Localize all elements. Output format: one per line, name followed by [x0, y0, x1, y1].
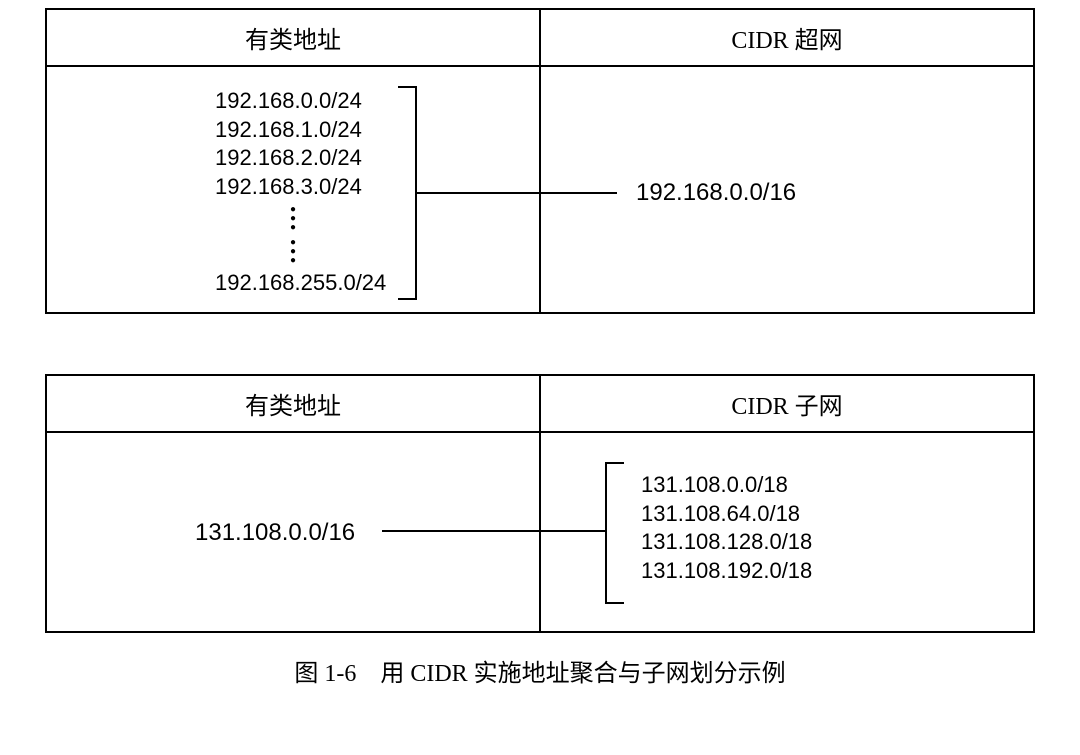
addr-item: 192.168.2.0/24: [215, 144, 362, 173]
figure-caption: 图 1-6 用 CIDR 实施地址聚合与子网划分示例: [45, 633, 1035, 688]
addr-item: 192.168.1.0/24: [215, 116, 362, 145]
subnet-left-cell: 131.108.0.0/16: [47, 433, 541, 631]
header-classful-1: 有类地址: [47, 10, 541, 65]
subnet-right-cell: 131.108.0.0/18 131.108.64.0/18 131.108.1…: [541, 433, 1033, 631]
subnet-table: 有类地址 CIDR 子网 131.108.0.0/16 131.108.0.0/…: [45, 374, 1035, 633]
vertical-ellipsis: ●●● ●●●: [290, 205, 296, 265]
header-cidr-supernet: CIDR 超网: [541, 10, 1033, 65]
classful-address-list: 192.168.0.0/24 192.168.1.0/24 192.168.2.…: [215, 87, 362, 201]
supernet-table: 有类地址 CIDR 超网 192.168.0.0/24 192.168.1.0/…: [45, 8, 1035, 314]
classful-single-address: 131.108.0.0/16: [195, 519, 355, 547]
supernet-table-body: 192.168.0.0/24 192.168.1.0/24 192.168.2.…: [47, 67, 1033, 312]
addr-item-last: 192.168.255.0/24: [215, 269, 386, 298]
supernet-table-header: 有类地址 CIDR 超网: [47, 10, 1033, 67]
subnet-item: 131.108.192.0/18: [641, 557, 812, 586]
supernet-right-cell: 192.168.0.0/16: [541, 67, 1033, 312]
table-gap: [45, 314, 1035, 374]
subnet-item: 131.108.128.0/18: [641, 528, 812, 557]
supernet-address: 192.168.0.0/16: [636, 179, 796, 207]
subnet-table-body: 131.108.0.0/16 131.108.0.0/18 131.108.64…: [47, 433, 1033, 631]
header-cidr-subnet: CIDR 子网: [541, 376, 1033, 431]
header-classful-2: 有类地址: [47, 376, 541, 431]
addr-item: 192.168.0.0/24: [215, 87, 362, 116]
subnet-address-list: 131.108.0.0/18 131.108.64.0/18 131.108.1…: [641, 471, 812, 585]
subnet-table-header: 有类地址 CIDR 子网: [47, 376, 1033, 433]
subnet-item: 131.108.0.0/18: [641, 471, 812, 500]
addr-item: 192.168.3.0/24: [215, 173, 362, 202]
subnet-item: 131.108.64.0/18: [641, 500, 812, 529]
diagram-container: 有类地址 CIDR 超网 192.168.0.0/24 192.168.1.0/…: [0, 0, 1080, 688]
supernet-left-cell: 192.168.0.0/24 192.168.1.0/24 192.168.2.…: [47, 67, 541, 312]
